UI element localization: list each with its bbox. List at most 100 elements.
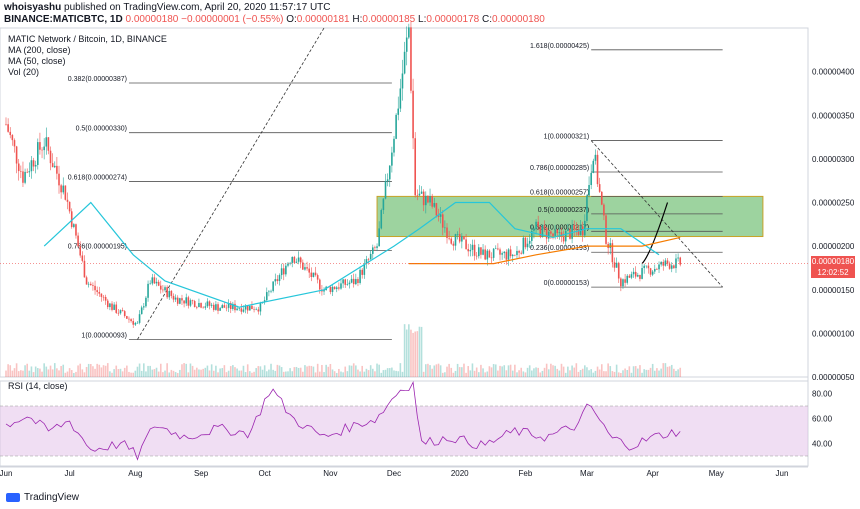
candle-body [56,165,58,174]
candle-body [467,249,470,252]
volume-bar [359,371,361,377]
volume-bar [100,367,103,377]
volume-bar [590,369,592,377]
time-tick-label: Jul [64,469,74,478]
candle-body [577,230,580,235]
volume-bar [111,372,113,377]
candle-body [185,297,188,304]
candle-body [26,171,29,173]
volume-bar [249,371,251,377]
volume-bar [564,372,567,377]
candle-body [352,278,355,285]
volume-bar [299,367,302,377]
volume-bar [49,365,52,377]
volume-bar [632,366,635,377]
volume-bar [126,365,128,377]
volume-bar [388,368,391,377]
volume-bar [45,366,48,377]
candle-body [280,268,283,276]
fib-right-label: 0.382(0.00000217) [530,224,589,231]
candle-body [140,307,143,315]
volume-bar [376,363,378,377]
volume-bar [62,364,65,377]
candle-body [456,234,459,235]
candle-body [541,225,544,237]
candle-body [656,268,658,270]
legend-ma200[interactable]: MA (200, close) [8,45,71,55]
volume-bar [486,371,489,377]
volume-bar [134,370,137,377]
fib-left-label: 0.786(0.00000195) [68,243,127,250]
candle-body [507,249,510,260]
candle-body [96,290,98,292]
volume-bar [263,365,266,377]
candle-body [422,191,425,206]
volume-bar [115,365,118,377]
low-label: L: [418,14,427,25]
candle-body [83,260,86,278]
candle-body [480,247,482,255]
volume-bar [219,368,221,377]
volume-bar [221,368,224,377]
volume-bar [145,371,147,377]
time-tick-label: 2020 [451,469,469,478]
candle-body [312,272,315,277]
candle-body [554,229,556,236]
volume-bar [441,372,444,377]
candle-body [539,226,542,237]
price-tick-label: 0.00000350 [812,111,855,120]
candle-body [552,233,554,236]
candle-body [486,250,489,260]
candle-body [378,228,380,247]
candle-body [208,301,211,306]
volume-bar [75,371,77,377]
candle-body [32,160,35,167]
volume-bar [41,371,43,377]
candle-body [106,300,109,308]
brand-name: TradingView [24,492,80,503]
candle-body [628,275,631,278]
volume-bar [22,370,24,377]
candle-body [528,240,531,244]
candle-body [98,291,101,294]
candle-body [664,260,667,266]
volume-bar [335,372,338,377]
candle-body [632,271,635,275]
candle-body [138,314,141,323]
candle-body [149,283,151,285]
volume-bar [422,371,425,377]
candle-body [537,221,539,227]
author-name: whoisyashu [4,2,62,13]
candle-body [153,277,156,284]
candle-body [87,283,90,285]
candle-body [53,165,56,168]
legend-ma50[interactable]: MA (50, close) [8,56,66,66]
volume-bar [575,363,578,377]
time-tick-label: May [709,469,724,478]
candle-body [7,124,9,132]
candle-body [70,211,73,227]
legend-rsi[interactable]: RSI (14, close) [8,381,68,391]
candle-body [590,172,592,186]
tradingview-logo-icon [6,493,20,502]
candle-body [299,257,302,263]
volume-bar [98,364,101,377]
volume-bar [446,366,448,377]
volume-bar [73,372,75,377]
candle-body [441,214,444,228]
volume-bar [210,364,213,377]
candle-body [43,146,45,151]
legend-volume[interactable]: Vol (20) [8,67,40,77]
volume-bar [596,366,599,377]
footer-brand[interactable]: TradingView [6,492,79,503]
candle-body [382,198,385,211]
candle-body [560,232,563,237]
published-text: published on TradingView.com, April 20, … [64,2,331,13]
volume-bar [123,367,126,377]
candle-body [461,236,463,242]
publish-info: whoisyashu published on TradingView.com,… [4,2,331,13]
volume-bar [70,370,73,377]
candle-body [575,229,578,231]
candle-body [302,262,304,270]
